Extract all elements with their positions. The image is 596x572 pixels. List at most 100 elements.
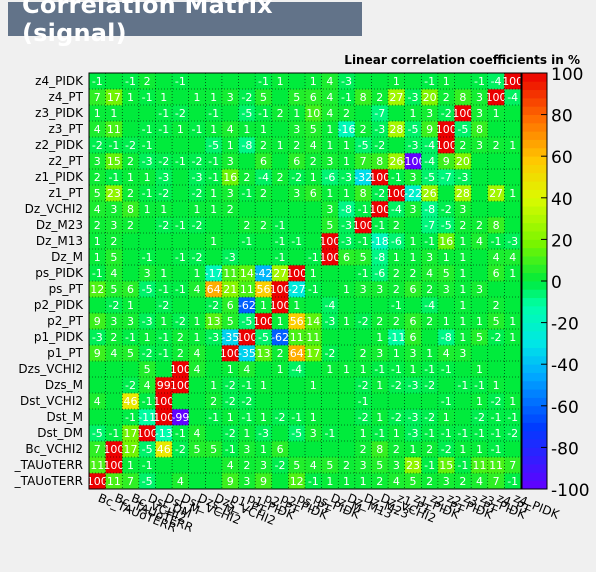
cell-label: 21 xyxy=(223,283,237,296)
cell-label: -3 xyxy=(341,171,352,184)
heatmap-cell xyxy=(504,361,522,378)
cell-label: 4 xyxy=(194,283,201,296)
color-bar-segment xyxy=(522,73,547,82)
cell-label: -7 xyxy=(441,171,452,184)
cell-label: 3 xyxy=(326,155,333,168)
heatmap-cell xyxy=(255,233,273,250)
heatmap-cell xyxy=(338,377,356,394)
heatmap-cell xyxy=(354,457,372,474)
heatmap-cell xyxy=(238,473,256,490)
heatmap-cell xyxy=(238,345,256,362)
heatmap-cell xyxy=(105,265,123,282)
heatmap-cell xyxy=(471,441,489,458)
cell-label: -2 xyxy=(192,251,203,264)
heatmap-cell xyxy=(388,345,405,362)
heatmap-cell xyxy=(454,105,472,122)
heatmap-cell xyxy=(105,425,123,442)
heatmap-cell xyxy=(471,233,489,250)
cell-label: 8 xyxy=(476,123,483,136)
cell-label: 46 xyxy=(157,443,171,456)
heatmap-cell xyxy=(238,393,256,410)
heatmap-cell xyxy=(454,361,472,378)
cell-label: -1 xyxy=(175,283,186,296)
cell-label: -3 xyxy=(408,427,419,440)
heatmap-cell xyxy=(255,137,273,154)
heatmap-cell xyxy=(155,121,173,138)
cell-label: -1 xyxy=(457,459,468,472)
cell-label: 1 xyxy=(210,187,217,200)
heatmap-cell xyxy=(504,73,522,90)
cell-label: 8 xyxy=(493,219,500,232)
cell-label: 2 xyxy=(360,347,367,360)
color-bar-tick-label: -100 xyxy=(551,481,590,501)
cell-label: 5 xyxy=(293,91,300,104)
heatmap-cell xyxy=(487,473,505,490)
color-bar-segment xyxy=(522,247,547,257)
heatmap-cell xyxy=(255,281,273,298)
heatmap-cell xyxy=(388,89,405,106)
color-bar-segment xyxy=(522,305,547,315)
cell-label: -3 xyxy=(341,75,352,88)
heatmap-cell xyxy=(338,217,356,234)
heatmap-cell xyxy=(354,233,372,250)
heatmap-cell xyxy=(255,121,273,138)
color-bar-segment xyxy=(522,122,547,132)
cell-label: 1 xyxy=(410,107,417,120)
cell-label: 100 xyxy=(369,203,390,216)
heatmap-cell xyxy=(221,137,239,154)
heatmap-cell xyxy=(371,73,389,90)
color-bar-segment xyxy=(522,314,547,323)
heatmap-cell xyxy=(205,73,223,90)
cell-label: -35 xyxy=(221,331,239,344)
y-tick-label: Dzs_M xyxy=(45,378,83,392)
heatmap-cell xyxy=(205,89,223,106)
cell-label: 1 xyxy=(426,347,433,360)
cell-label: 28 xyxy=(389,123,403,136)
cell-label: -4 xyxy=(258,171,269,184)
heatmap-cell xyxy=(454,425,472,442)
heatmap-cell xyxy=(221,169,239,186)
cell-label: -1 xyxy=(491,235,502,248)
heatmap-cell xyxy=(188,441,206,458)
heatmap-cell xyxy=(421,89,439,106)
heatmap-cell xyxy=(122,201,140,218)
heatmap-cell xyxy=(388,297,405,314)
cell-label: -3 xyxy=(192,171,203,184)
heatmap-cell xyxy=(354,313,372,330)
cell-label: 20 xyxy=(423,91,437,104)
cell-label: 1 xyxy=(260,123,267,136)
heatmap-cell xyxy=(321,441,339,458)
heatmap-cell xyxy=(155,329,173,346)
heatmap-cell xyxy=(437,361,455,378)
heatmap-cell xyxy=(271,281,289,298)
heatmap-cell xyxy=(504,265,522,282)
heatmap-cell xyxy=(437,153,455,170)
cell-label: -1 xyxy=(391,299,402,312)
cell-label: 1 xyxy=(177,123,184,136)
heatmap-cell xyxy=(205,121,223,138)
heatmap-cell xyxy=(238,137,256,154)
cell-label: -2 xyxy=(441,203,452,216)
cell-label: 9 xyxy=(260,475,267,488)
cell-label: -2 xyxy=(374,139,385,152)
y-tick-label: _TAUoTERR xyxy=(14,474,83,488)
cell-label: -2 xyxy=(424,379,435,392)
heatmap-cell xyxy=(321,185,339,202)
cell-label: 1 xyxy=(127,91,134,104)
cell-label: -1 xyxy=(108,427,119,440)
color-bar-segment xyxy=(522,189,547,199)
heatmap-cell xyxy=(205,457,223,474)
heatmap-cell xyxy=(437,281,455,298)
heatmap-cell xyxy=(421,185,439,202)
heatmap-cell xyxy=(238,169,256,186)
heatmap-cell xyxy=(321,233,339,250)
heatmap-cell xyxy=(371,121,389,138)
cell-label: -1 xyxy=(175,427,186,440)
cell-label: -2 xyxy=(208,299,219,312)
cell-label: 2 xyxy=(343,459,350,472)
heatmap-cell xyxy=(421,329,439,346)
heatmap-cell xyxy=(205,153,223,170)
cell-label: 1 xyxy=(343,283,350,296)
heatmap-cell xyxy=(504,425,522,442)
heatmap-cell xyxy=(271,185,289,202)
